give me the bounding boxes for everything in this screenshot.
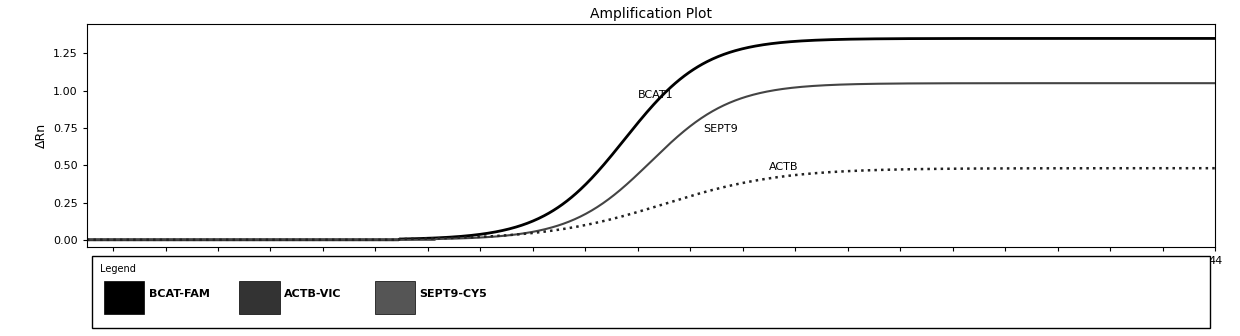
FancyBboxPatch shape — [93, 256, 1209, 328]
FancyBboxPatch shape — [374, 281, 415, 314]
FancyBboxPatch shape — [239, 281, 280, 314]
Y-axis label: ΔRn: ΔRn — [35, 123, 47, 148]
Text: BCAT1: BCAT1 — [637, 90, 673, 100]
Text: SEPT9-CY5: SEPT9-CY5 — [419, 289, 487, 299]
Text: SEPT9: SEPT9 — [703, 124, 738, 134]
X-axis label: Cycle: Cycle — [634, 272, 668, 285]
Text: ACTB-VIC: ACTB-VIC — [284, 289, 342, 299]
Text: Legend: Legend — [100, 264, 136, 274]
Text: BCAT-FAM: BCAT-FAM — [149, 289, 210, 299]
Text: ACTB: ACTB — [769, 162, 799, 172]
FancyBboxPatch shape — [104, 281, 144, 314]
Title: Amplification Plot: Amplification Plot — [590, 7, 712, 21]
